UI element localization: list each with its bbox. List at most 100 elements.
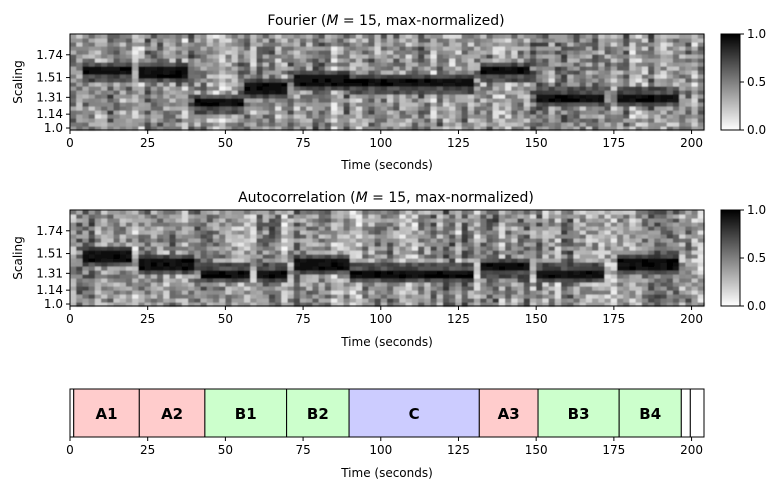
autocorrelation-cell bbox=[467, 238, 475, 243]
autocorrelation-cell bbox=[542, 282, 550, 287]
fourier-cell bbox=[188, 86, 195, 91]
autocorrelation-cell bbox=[455, 302, 463, 307]
fourier-cell bbox=[231, 74, 239, 79]
autocorrelation-cell bbox=[430, 230, 438, 235]
fourier-cell bbox=[461, 46, 469, 51]
autocorrelation-cell bbox=[449, 214, 456, 219]
fourier-cell bbox=[492, 66, 500, 71]
fourier-cell bbox=[635, 90, 643, 95]
autocorrelation-cell bbox=[480, 266, 488, 271]
fourier-cell bbox=[660, 38, 668, 43]
autocorrelation-cell bbox=[150, 254, 158, 259]
fourier-cell bbox=[498, 58, 506, 63]
autocorrelation-cell bbox=[666, 270, 674, 275]
autocorrelation-cell bbox=[561, 226, 568, 231]
autocorrelation-cell bbox=[194, 258, 202, 263]
autocorrelation-cell bbox=[312, 250, 320, 255]
autocorrelation-cell bbox=[299, 242, 307, 247]
autocorrelation-cell bbox=[219, 290, 226, 295]
fourier-cell bbox=[82, 122, 90, 127]
fourier-cell bbox=[641, 102, 649, 107]
fourier-cell bbox=[237, 106, 245, 111]
autocorrelation-cell bbox=[697, 262, 705, 267]
fourier-cell bbox=[567, 38, 575, 43]
fourier-cell bbox=[194, 50, 202, 55]
autocorrelation-cell bbox=[561, 218, 568, 223]
autocorrelation-cell bbox=[660, 282, 668, 287]
fourier-cell bbox=[119, 110, 127, 115]
fourier-cell bbox=[505, 74, 512, 79]
autocorrelation-cell bbox=[424, 262, 432, 267]
autocorrelation-cell bbox=[648, 270, 655, 275]
fourier-cell bbox=[498, 54, 506, 59]
autocorrelation-cell bbox=[225, 230, 233, 235]
fourier-cell bbox=[672, 118, 680, 123]
autocorrelation-cell bbox=[107, 246, 115, 251]
autocorrelation-cell bbox=[430, 278, 438, 283]
fourier-cell bbox=[436, 106, 444, 111]
fourier-cell bbox=[312, 102, 320, 107]
fourier-cell bbox=[685, 66, 693, 71]
autocorrelation-cell bbox=[536, 226, 543, 231]
fourier-cell bbox=[169, 114, 177, 119]
autocorrelation-cell bbox=[430, 250, 438, 255]
fourier-cell bbox=[212, 126, 220, 131]
fourier-cell bbox=[498, 122, 506, 127]
fourier-cell bbox=[536, 114, 543, 119]
autocorrelation-cell bbox=[436, 294, 444, 299]
fourier-cell bbox=[355, 94, 363, 99]
autocorrelation-cell bbox=[101, 214, 108, 219]
autocorrelation-cell bbox=[225, 250, 233, 255]
fourier-cell bbox=[150, 78, 158, 83]
fourier-cell bbox=[138, 94, 146, 99]
autocorrelation-cell bbox=[424, 254, 432, 259]
fourier-cell bbox=[119, 58, 127, 63]
autocorrelation-cell bbox=[94, 258, 102, 263]
fourier-cell bbox=[343, 78, 351, 83]
autocorrelation-cell bbox=[585, 274, 593, 279]
fourier-cell bbox=[691, 70, 699, 75]
autocorrelation-cell bbox=[368, 238, 376, 243]
fourier-cell bbox=[343, 38, 351, 43]
autocorrelation-cell bbox=[399, 270, 407, 275]
autocorrelation-cell bbox=[548, 290, 556, 295]
autocorrelation-cell bbox=[70, 278, 77, 283]
fourier-cell bbox=[76, 74, 84, 79]
autocorrelation-cell bbox=[411, 274, 419, 279]
fourier-cell bbox=[616, 70, 624, 75]
autocorrelation-cell bbox=[641, 302, 649, 307]
autocorrelation-cell bbox=[685, 226, 693, 231]
fourier-cell bbox=[287, 78, 295, 83]
fourier-cell bbox=[616, 98, 624, 103]
fourier-cell bbox=[548, 58, 556, 63]
autocorrelation-cell bbox=[157, 290, 164, 295]
autocorrelation-cell bbox=[200, 286, 208, 291]
autocorrelation-cell bbox=[343, 242, 351, 247]
fourier-cell bbox=[411, 70, 419, 75]
autocorrelation-cell bbox=[113, 270, 121, 275]
autocorrelation-cell bbox=[262, 242, 270, 247]
autocorrelation-cell bbox=[101, 258, 108, 263]
fourier-cell bbox=[337, 110, 345, 115]
fourier-cell bbox=[181, 42, 189, 47]
fourier-cell bbox=[225, 66, 233, 71]
autocorrelation-cell bbox=[405, 218, 413, 223]
autocorrelation-cell bbox=[641, 298, 649, 303]
autocorrelation-cell bbox=[548, 246, 556, 251]
fourier-cell bbox=[188, 70, 195, 75]
autocorrelation-cell bbox=[666, 302, 674, 307]
autocorrelation-cell bbox=[200, 210, 208, 215]
autocorrelation-cell bbox=[157, 294, 164, 299]
fourier-cell bbox=[107, 62, 115, 67]
autocorrelation-cell bbox=[362, 214, 369, 219]
fourier-cell bbox=[505, 70, 512, 75]
autocorrelation-cell bbox=[281, 290, 289, 295]
fourier-cell bbox=[200, 66, 208, 71]
fourier-cell bbox=[585, 114, 593, 119]
autocorrelation-cell bbox=[666, 266, 674, 271]
autocorrelation-cell bbox=[94, 246, 102, 251]
autocorrelation-cell bbox=[268, 298, 276, 303]
fourier-cell bbox=[604, 54, 612, 59]
autocorrelation-cell bbox=[244, 258, 251, 263]
fourier-cell bbox=[585, 98, 593, 103]
